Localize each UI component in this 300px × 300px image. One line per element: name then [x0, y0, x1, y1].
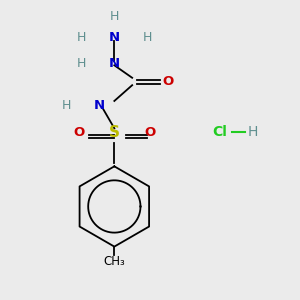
Text: H: H — [248, 125, 258, 139]
Text: N: N — [94, 99, 105, 112]
Text: H: H — [77, 57, 86, 70]
Text: O: O — [73, 126, 84, 139]
Text: S: S — [109, 125, 120, 140]
Text: H: H — [62, 99, 71, 112]
Text: H: H — [77, 31, 86, 44]
Text: H: H — [142, 31, 152, 44]
Text: O: O — [144, 126, 156, 139]
Text: N: N — [109, 57, 120, 70]
Text: Cl: Cl — [212, 125, 227, 139]
Text: O: O — [162, 75, 173, 88]
Text: H: H — [110, 10, 119, 23]
Text: CH₃: CH₃ — [103, 255, 125, 268]
Text: N: N — [109, 31, 120, 44]
